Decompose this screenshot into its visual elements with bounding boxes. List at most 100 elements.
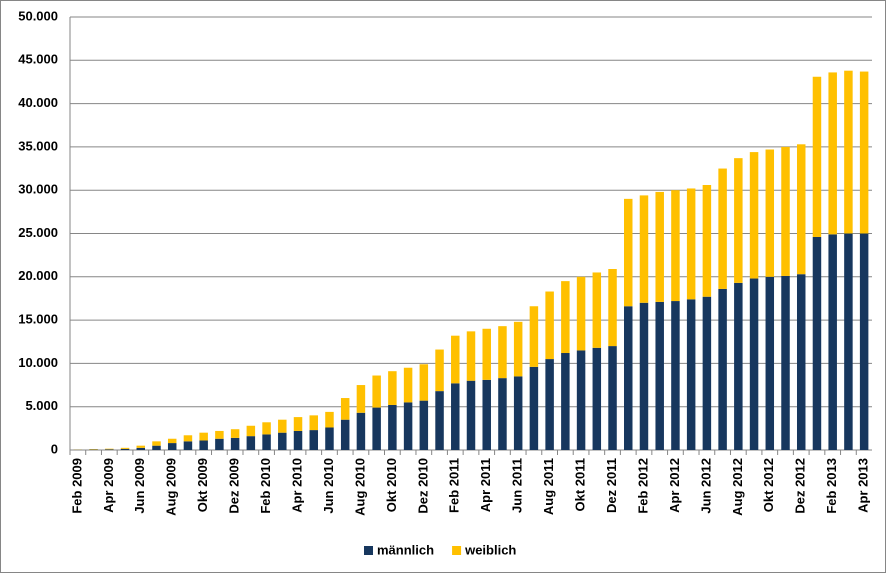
y-tick-label: 35.000: [18, 138, 58, 153]
bar-segment: [340, 398, 350, 420]
bar-segment: [828, 234, 837, 450]
bar-segment: [718, 288, 727, 450]
bar-segment: [686, 299, 696, 450]
bar-segment: [372, 375, 381, 408]
bar-segment: [136, 445, 146, 448]
bar-segment: [513, 321, 523, 377]
bar-segment: [325, 427, 334, 450]
bar-segment: [639, 195, 649, 303]
bar-segment: [734, 282, 743, 450]
bar-segment: [325, 411, 334, 428]
bar-segment: [466, 331, 476, 381]
y-tick-label: 45.000: [18, 52, 58, 67]
bar-segment: [419, 400, 429, 450]
bar-segment: [356, 412, 366, 450]
bar-segment: [671, 190, 680, 302]
bar-segment: [844, 233, 853, 450]
bar-segment: [576, 350, 586, 450]
bar-segment: [293, 417, 303, 431]
bar-segment: [246, 436, 256, 450]
bar-segment: [466, 380, 476, 450]
bar-segment: [592, 272, 602, 348]
bar-segment: [529, 306, 539, 367]
x-tick-label: Aug 2010: [352, 458, 367, 516]
bar-segment: [624, 198, 633, 307]
y-tick-label: 25.000: [18, 225, 58, 240]
bar-segment: [262, 434, 271, 450]
x-tick-label: Okt 2011: [573, 458, 588, 512]
bar-segment: [513, 376, 523, 450]
bar-segment: [624, 306, 633, 450]
x-tick-label: Feb 2011: [447, 458, 462, 513]
bar-segment: [152, 441, 161, 446]
bar-segment: [403, 367, 413, 403]
x-tick-label: Jun 2009: [132, 458, 147, 514]
bar-segment: [545, 359, 554, 450]
bar-segment: [576, 276, 586, 351]
bar-segment: [293, 430, 303, 450]
x-tick-label: Jun 2012: [698, 458, 713, 514]
bar-segment: [199, 440, 208, 450]
bar-segment: [105, 449, 114, 450]
legend-swatch: [364, 546, 373, 555]
bar-segment: [403, 402, 413, 450]
bar-segment: [718, 168, 727, 289]
y-tick-label: 0: [51, 441, 58, 456]
x-tick-label: Feb 2013: [824, 458, 839, 514]
bar-segment: [812, 236, 822, 450]
bar-segment: [278, 432, 287, 450]
bar-segment: [278, 419, 287, 433]
bar-segment: [183, 441, 193, 450]
x-tick-label: Okt 2012: [761, 458, 776, 512]
x-tick-label: Jun 2010: [321, 458, 336, 514]
legend-label: weiblich: [464, 542, 516, 557]
bar-segment: [812, 76, 822, 237]
x-tick-label: Aug 2011: [541, 458, 556, 515]
legend-swatch: [452, 546, 462, 555]
bar-segment: [844, 70, 853, 234]
bar-segment: [482, 328, 491, 380]
y-tick-label: 15.000: [18, 312, 58, 327]
bar-segment: [765, 276, 775, 450]
x-tick-label: Aug 2009: [164, 458, 179, 516]
x-tick-label: Okt 2009: [195, 458, 210, 512]
x-tick-label: Apr 2011: [478, 458, 493, 512]
bar-segment: [136, 447, 146, 450]
bar-segment: [859, 233, 869, 450]
bar-segment: [435, 349, 444, 392]
bar-segment: [749, 152, 759, 279]
bar-segment: [655, 191, 664, 302]
x-tick-label: Feb 2010: [258, 458, 273, 514]
x-tick-label: Dez 2009: [227, 458, 242, 514]
bar-segment: [230, 437, 240, 450]
bar-segment: [561, 353, 570, 450]
x-tick-label: Feb 2009: [69, 458, 84, 514]
bar-segment: [167, 443, 177, 450]
bar-segment: [639, 302, 649, 450]
bar-segment: [435, 391, 444, 450]
bar-segment: [388, 371, 397, 405]
bar-segment: [388, 404, 397, 450]
bar-segment: [105, 448, 114, 450]
bar-segment: [765, 149, 775, 277]
bar-segment: [419, 364, 429, 401]
bar-segment: [686, 188, 696, 300]
bar-segment: [356, 385, 366, 413]
bar-segment: [215, 438, 224, 450]
bar-segment: [671, 301, 680, 450]
bar-segment: [498, 378, 507, 450]
bar-segment: [796, 274, 806, 450]
bar-segment: [120, 448, 130, 450]
bar-segment: [482, 379, 491, 450]
bar-segment: [608, 269, 617, 347]
bar-segment: [498, 326, 507, 379]
x-tick-label: Dez 2012: [793, 458, 808, 514]
bar-segment: [702, 296, 712, 450]
bar-segment: [199, 432, 208, 441]
bar-segment: [246, 425, 256, 437]
bar-segment: [702, 185, 712, 297]
bar-segment: [781, 275, 790, 450]
x-tick-label: Apr 2013: [856, 458, 871, 513]
